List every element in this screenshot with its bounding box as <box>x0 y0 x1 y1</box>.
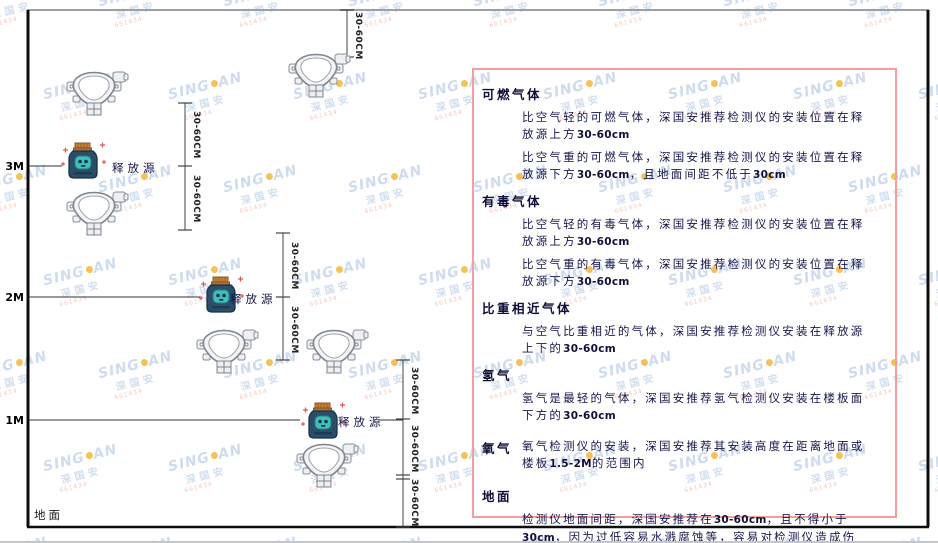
gas-detector-icon <box>196 329 259 374</box>
release-source-icon <box>60 142 106 179</box>
guideline-paragraph: 氧气检测仪的安装，深国安推荐其安装高度在距离地面或楼板1.5-2M的范围内 <box>522 439 865 470</box>
section-heading: 有毒气体 <box>482 194 543 209</box>
guideline-paragraph: 与空气比重相近的气体，深国安推荐检测仪安装在释放源上下的30-60cm <box>522 324 865 355</box>
gas-detector-icon <box>288 53 351 98</box>
guideline-paragraph: 比空气重的有毒气体，深国安推荐检测仪的安装位置在释放源下方30-60cm <box>522 257 865 288</box>
section-heading: 氢气 <box>482 368 513 383</box>
dimension-line <box>396 359 410 528</box>
gas-detector-icon <box>66 191 129 236</box>
guideline-paragraph: 比空气轻的可燃气体，深国安推荐检测仪的安装位置在释放源上方30-60cm <box>522 110 865 141</box>
guideline-paragraph: 氢气是最轻的气体，深国安推荐氢气检测仪安装在楼板面下方的30-60cm <box>522 391 865 422</box>
guidelines-panel: 可燃气体比空气轻的可燃气体，深国安推荐检测仪的安装位置在释放源上方30-60cm… <box>472 68 897 541</box>
guideline-paragraph: 比空气重的可燃气体，深国安推荐检测仪的安装位置在释放源下方30-60cm，且地面… <box>522 150 865 181</box>
guideline-section: 可燃气体比空气轻的可燃气体，深国安推荐检测仪的安装位置在释放源上方30-60cm… <box>482 84 885 183</box>
dimension-line <box>178 102 192 231</box>
guideline-paragraph: 比空气轻的有毒气体，深国安推荐检测仪的安装位置在释放源上方30-60cm <box>522 217 865 248</box>
dimension-line <box>340 9 354 58</box>
guideline-paragraph: 检测仪地面间距，深国安推荐在30-60cm，且不得小于30cm，因为过低容易水溅… <box>522 512 857 543</box>
gas-detector-icon <box>66 71 129 116</box>
guideline-section: 比重相近气体与空气比重相近的气体，深国安推荐检测仪安装在释放源上下的30-60c… <box>482 298 885 357</box>
guideline-section: 有毒气体比空气轻的有毒气体，深国安推荐检测仪的安装位置在释放源上方30-60cm… <box>482 191 885 290</box>
release-source-icon <box>300 402 346 439</box>
section-heading: 比重相近气体 <box>482 301 573 316</box>
gas-detector-icon <box>296 443 359 488</box>
section-heading: 地面 <box>482 489 513 504</box>
section-heading: 氧气 <box>482 441 513 456</box>
guideline-section: 氧气 氧气检测仪的安装，深国安推荐其安装高度在距离地面或楼板1.5-2M的范围内 <box>482 430 885 478</box>
guideline-section: 地面 检测仪地面间距，深国安推荐在30-60cm，且不得小于30cm，因为过低容易… <box>482 486 885 543</box>
dimension-line <box>276 232 290 361</box>
gas-detector-icon <box>306 329 369 374</box>
section-heading: 可燃气体 <box>482 87 543 102</box>
guideline-section: 氢气 氢气是最轻的气体，深国安推荐氢气检测仪安装在楼板面下方的30-60cm <box>482 365 885 424</box>
release-source-icon <box>198 276 244 313</box>
